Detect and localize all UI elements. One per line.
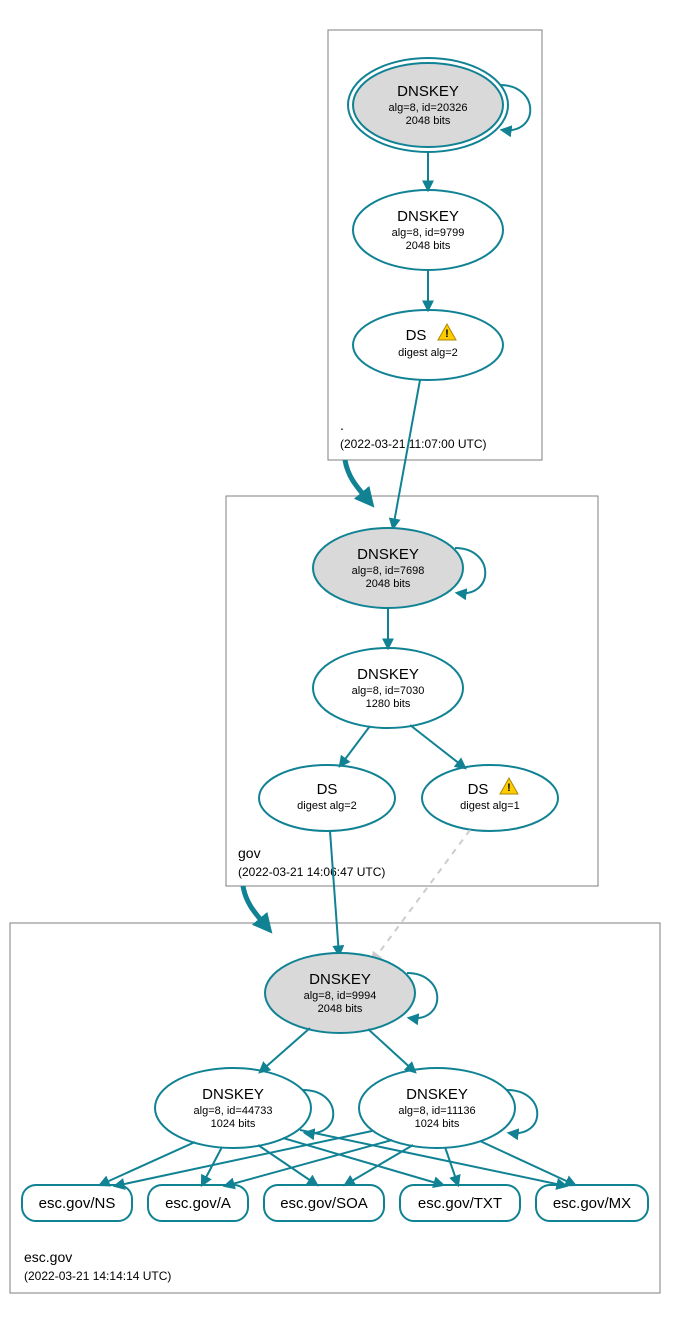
node-gov-ds1: DS digest alg=2: [259, 765, 395, 831]
svg-text:DNSKEY: DNSKEY: [397, 208, 459, 225]
svg-text:DNSKEY: DNSKEY: [202, 1086, 264, 1103]
node-root-ksk: DNSKEY alg=8, id=20326 2048 bits: [348, 58, 508, 152]
svg-text:digest alg=2: digest alg=2: [398, 347, 458, 359]
svg-text:esc.gov/SOA: esc.gov/SOA: [280, 1195, 368, 1212]
svg-text:2048 bits: 2048 bits: [318, 1003, 363, 1015]
node-rr-mx: esc.gov/MX: [536, 1185, 648, 1221]
svg-text:2048 bits: 2048 bits: [406, 240, 451, 252]
edge-zsk1-soa: [258, 1145, 317, 1185]
node-esc-zsk1: DNSKEY alg=8, id=44733 1024 bits: [155, 1068, 311, 1148]
node-gov-ds2: DS digest alg=1 !: [422, 765, 558, 831]
edge-rootds-govksk: [393, 380, 420, 528]
node-rr-ns: esc.gov/NS: [22, 1185, 132, 1221]
edge-escksk-zsk1: [260, 1028, 310, 1072]
zone-time-esc: (2022-03-21 14:14:14 UTC): [24, 1269, 171, 1283]
node-root-zsk: DNSKEY alg=8, id=9799 2048 bits: [353, 190, 503, 270]
svg-text:DS: DS: [317, 781, 338, 798]
svg-text:alg=8, id=7698: alg=8, id=7698: [352, 565, 425, 577]
svg-text:alg=8, id=44733: alg=8, id=44733: [194, 1105, 273, 1117]
node-rr-txt: esc.gov/TXT: [400, 1185, 520, 1221]
zone-label-root: .: [340, 417, 344, 433]
edge-govds2-escksk: [372, 830, 470, 962]
node-esc-zsk2: DNSKEY alg=8, id=11136 1024 bits: [359, 1068, 515, 1148]
svg-text:2048 bits: 2048 bits: [366, 578, 411, 590]
svg-text:1280 bits: 1280 bits: [366, 698, 411, 710]
edge-zsk2-txt: [445, 1147, 458, 1185]
svg-text:1024 bits: 1024 bits: [415, 1118, 460, 1130]
edge-govds1-escksk: [330, 831, 339, 955]
svg-text:alg=8, id=9994: alg=8, id=9994: [304, 990, 377, 1002]
node-root-ds: DS digest alg=2 !: [353, 310, 503, 380]
edge-deleg-root-gov: [345, 460, 368, 500]
zone-time-root: (2022-03-21 11:07:00 UTC): [340, 437, 487, 451]
svg-text:alg=8, id=9799: alg=8, id=9799: [392, 227, 465, 239]
svg-text:DNSKEY: DNSKEY: [397, 83, 459, 100]
edge-govzsk-ds2: [410, 725, 465, 768]
svg-text:DNSKEY: DNSKEY: [309, 971, 371, 988]
svg-text:2048 bits: 2048 bits: [406, 115, 451, 127]
svg-text:DNSKEY: DNSKEY: [357, 666, 419, 683]
svg-text:alg=8, id=7030: alg=8, id=7030: [352, 685, 425, 697]
svg-text:esc.gov/NS: esc.gov/NS: [39, 1195, 116, 1212]
svg-text:digest alg=2: digest alg=2: [297, 800, 357, 812]
svg-text:DS: DS: [406, 327, 427, 344]
svg-text:!: !: [445, 328, 449, 340]
svg-text:digest alg=1: digest alg=1: [460, 800, 520, 812]
svg-text:1024 bits: 1024 bits: [211, 1118, 256, 1130]
edge-escksk-zsk2: [368, 1029, 415, 1072]
svg-text:esc.gov/MX: esc.gov/MX: [553, 1195, 631, 1212]
svg-text:esc.gov/A: esc.gov/A: [165, 1195, 231, 1212]
node-esc-ksk: DNSKEY alg=8, id=9994 2048 bits: [265, 953, 415, 1033]
edge-govzsk-ds1: [340, 726, 370, 766]
zone-label-gov: gov: [238, 845, 261, 861]
node-gov-zsk: DNSKEY alg=8, id=7030 1280 bits: [313, 648, 463, 728]
svg-text:DNSKEY: DNSKEY: [406, 1086, 468, 1103]
node-rr-a: esc.gov/A: [148, 1185, 248, 1221]
edge-deleg-gov-esc: [243, 886, 266, 926]
node-gov-ksk: DNSKEY alg=8, id=7698 2048 bits: [313, 528, 463, 608]
svg-text:esc.gov/TXT: esc.gov/TXT: [418, 1195, 502, 1212]
node-rr-soa: esc.gov/SOA: [264, 1185, 384, 1221]
svg-text:alg=8, id=11136: alg=8, id=11136: [398, 1105, 475, 1117]
svg-text:!: !: [507, 782, 511, 794]
zone-label-esc: esc.gov: [24, 1249, 72, 1265]
svg-text:alg=8, id=20326: alg=8, id=20326: [389, 102, 468, 114]
zone-time-gov: (2022-03-21 14:06:47 UTC): [238, 865, 385, 879]
svg-text:DNSKEY: DNSKEY: [357, 546, 419, 563]
svg-text:DS: DS: [468, 781, 489, 798]
